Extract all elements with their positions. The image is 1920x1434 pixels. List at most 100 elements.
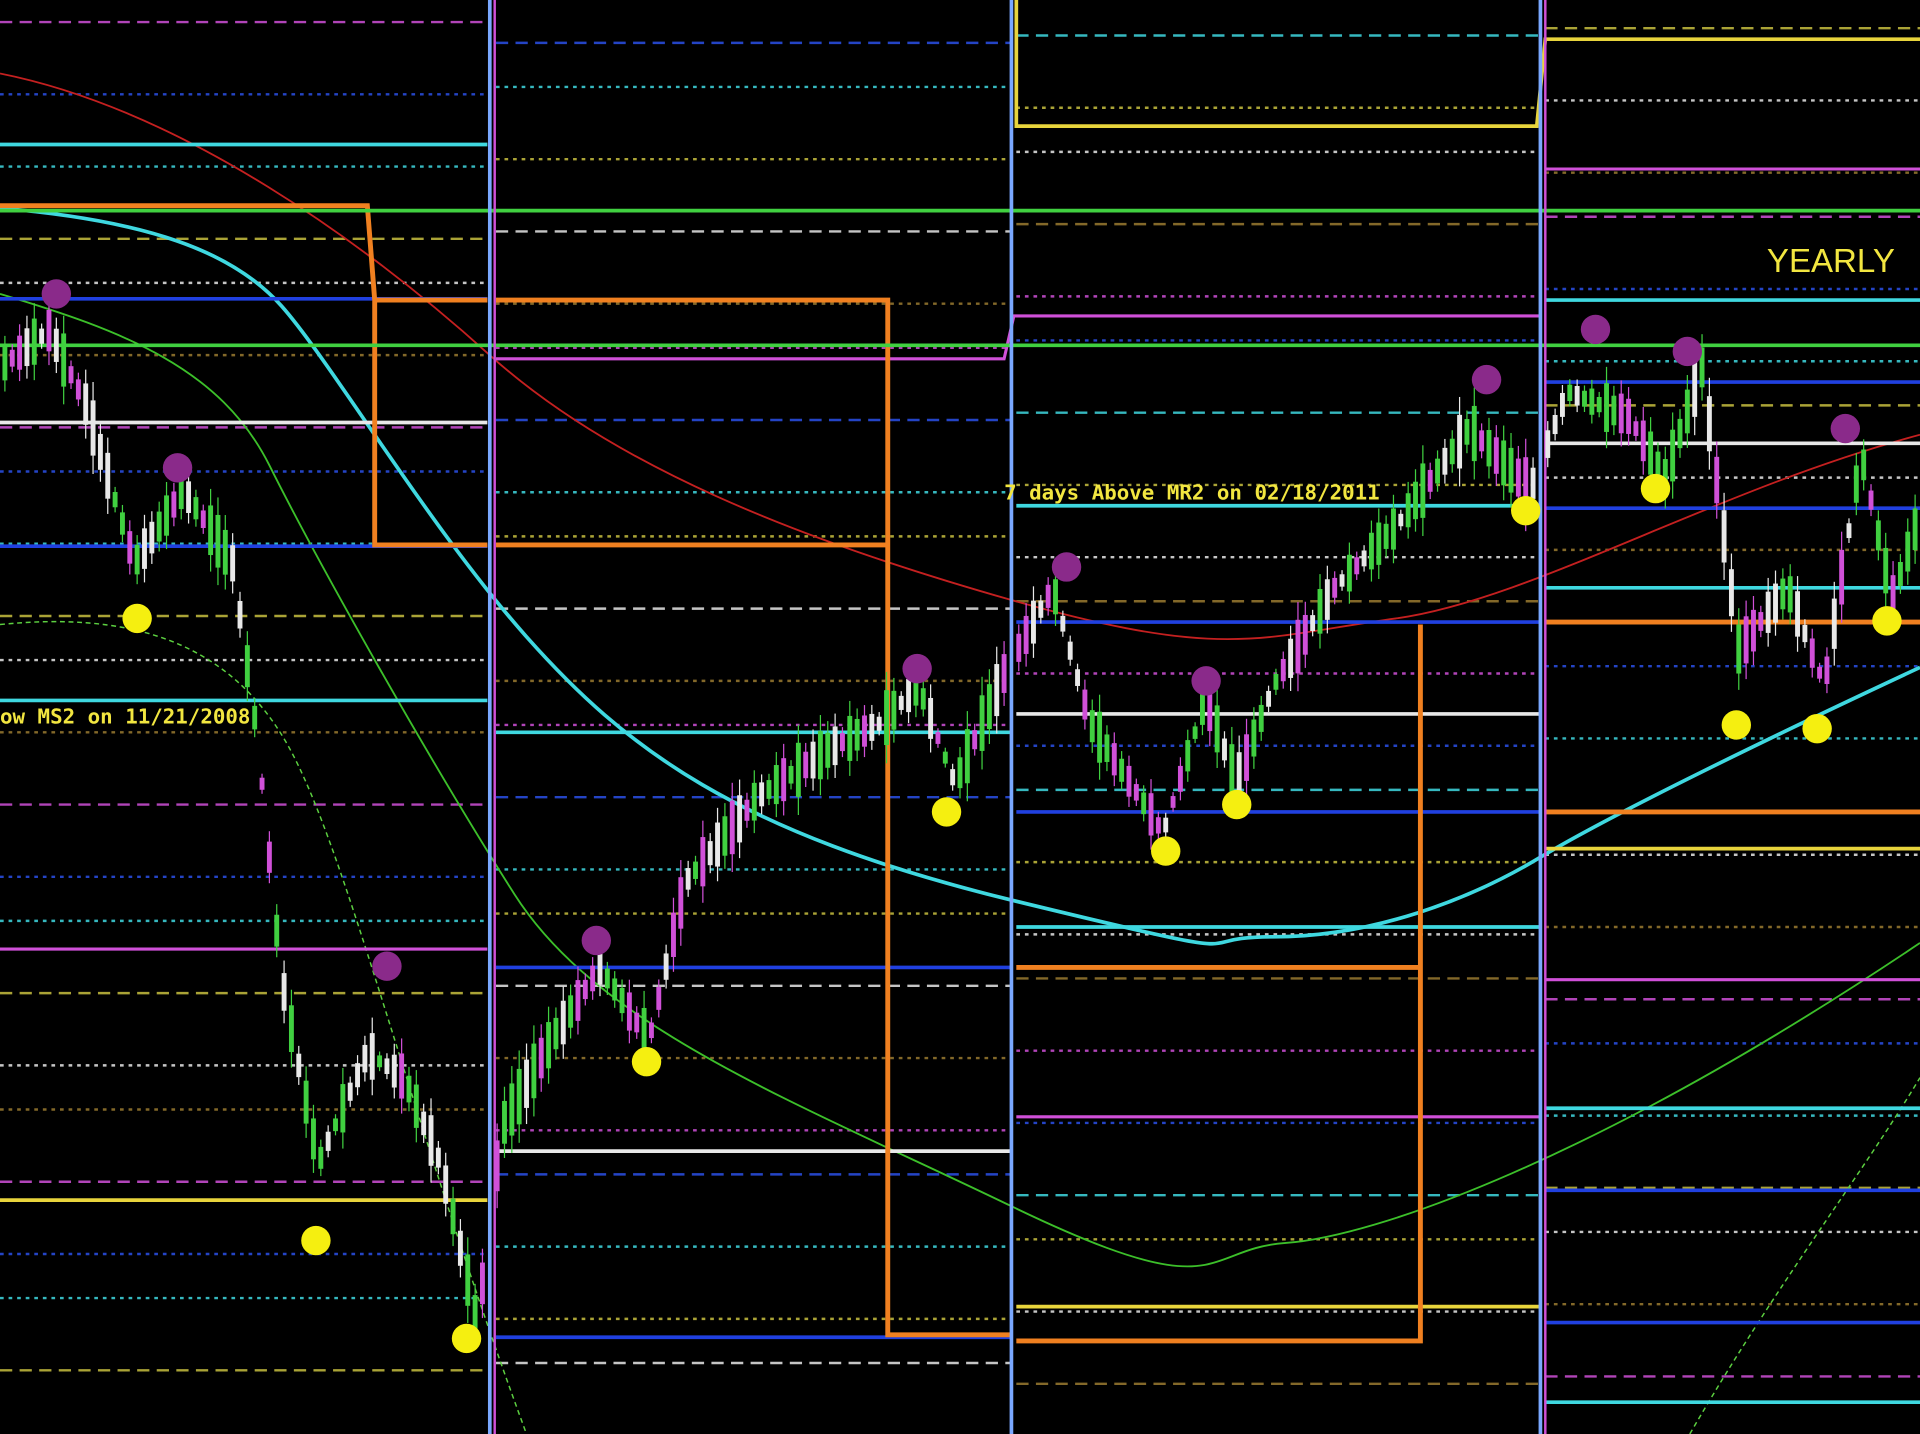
candle-body [1236, 752, 1242, 803]
candle-body [1817, 666, 1823, 679]
candle-body [1582, 390, 1587, 407]
candle-body [1082, 689, 1088, 720]
candle-body [377, 1055, 383, 1068]
swing-high [902, 653, 932, 684]
candle-body [61, 333, 67, 387]
candle-body [1075, 669, 1080, 686]
candle-body [311, 1118, 316, 1160]
candle-body [1155, 817, 1161, 834]
candle-body [200, 510, 206, 529]
candle-body [142, 528, 147, 569]
candle-body [1200, 694, 1205, 725]
candle-body [53, 328, 59, 362]
swing-markers [41, 279, 1902, 1354]
candle-body [1479, 430, 1485, 452]
candle-body [1457, 414, 1463, 469]
candle-body [950, 769, 956, 786]
candle-body [935, 732, 941, 744]
white-levels [0, 420, 1920, 1153]
candle-body [1413, 481, 1418, 520]
candle-body [340, 1084, 346, 1133]
candle-body [1751, 609, 1756, 652]
candle-body [795, 742, 801, 797]
candle-body [171, 491, 177, 518]
candle-body [237, 600, 243, 629]
swing-low [631, 1047, 662, 1077]
candle-body [1376, 522, 1382, 565]
candle-body [1207, 685, 1213, 732]
swing-low [1802, 713, 1832, 744]
candle-body [1515, 458, 1521, 497]
candle-body [1743, 616, 1749, 664]
candle-body [1229, 744, 1235, 796]
candle-body [2, 347, 8, 381]
candle-body [127, 531, 133, 564]
candle-body [288, 1005, 294, 1053]
candle-body [1706, 396, 1712, 452]
candle-body [803, 751, 809, 779]
candle-body [1875, 520, 1881, 551]
swing-high [1471, 364, 1502, 395]
candle-body [817, 731, 823, 780]
candle-body [1655, 451, 1661, 480]
candle-body [1442, 447, 1448, 475]
candle-body [781, 758, 787, 802]
mr2-annotation: 7 days Above MR2 on 02/18/2011 [1004, 481, 1380, 505]
candle-body [656, 987, 662, 1010]
candle-body [1244, 734, 1249, 781]
candle-body [876, 716, 882, 731]
candle-body [1332, 577, 1338, 598]
candle-body [362, 1044, 368, 1073]
candle-body [1016, 633, 1022, 662]
candle-body [1633, 421, 1639, 436]
candle-body [281, 973, 287, 1011]
candle-body [1126, 765, 1132, 797]
candle-body [90, 400, 96, 456]
candle-body [920, 688, 926, 710]
swing-low [122, 603, 152, 634]
candle-body [244, 645, 250, 688]
candle-body [840, 733, 845, 752]
candle-body [524, 1059, 529, 1108]
candle-body [1530, 467, 1536, 499]
candle-body [178, 477, 184, 510]
candle-body [222, 529, 228, 575]
candle-body [1427, 469, 1433, 492]
candle-body [428, 1115, 434, 1166]
candle-body [1765, 591, 1771, 633]
candle-body [1053, 579, 1058, 615]
candle-body [913, 670, 919, 706]
candle-body [1045, 584, 1051, 608]
candle-body [318, 1146, 324, 1169]
candle-body [1795, 591, 1800, 637]
candle-body [994, 664, 1000, 717]
candle-body [193, 497, 199, 520]
candle-body [678, 877, 684, 929]
candle-body [68, 366, 74, 384]
candle-body [1618, 393, 1624, 434]
candle-body [480, 1262, 485, 1305]
candle-body [751, 782, 757, 821]
candle-body [465, 1254, 471, 1306]
candle-body [568, 995, 574, 1028]
candle-body [1398, 513, 1404, 527]
swing-high [162, 453, 193, 483]
candle-body [1324, 579, 1330, 620]
swing-low [1872, 606, 1902, 636]
candle-body [1912, 508, 1918, 551]
candle-body [1031, 600, 1036, 644]
candle-body [1824, 656, 1830, 684]
candle-body [1273, 673, 1279, 690]
candle-body [847, 715, 853, 761]
swing-low [301, 1225, 331, 1256]
candle-body [399, 1053, 405, 1099]
candle-body [986, 684, 992, 730]
candle-body [1839, 549, 1845, 605]
candle-body [1192, 726, 1198, 739]
candle-body [325, 1131, 331, 1151]
candle-body [1868, 490, 1874, 510]
candle-body [663, 953, 669, 980]
candle-body [1471, 405, 1477, 462]
